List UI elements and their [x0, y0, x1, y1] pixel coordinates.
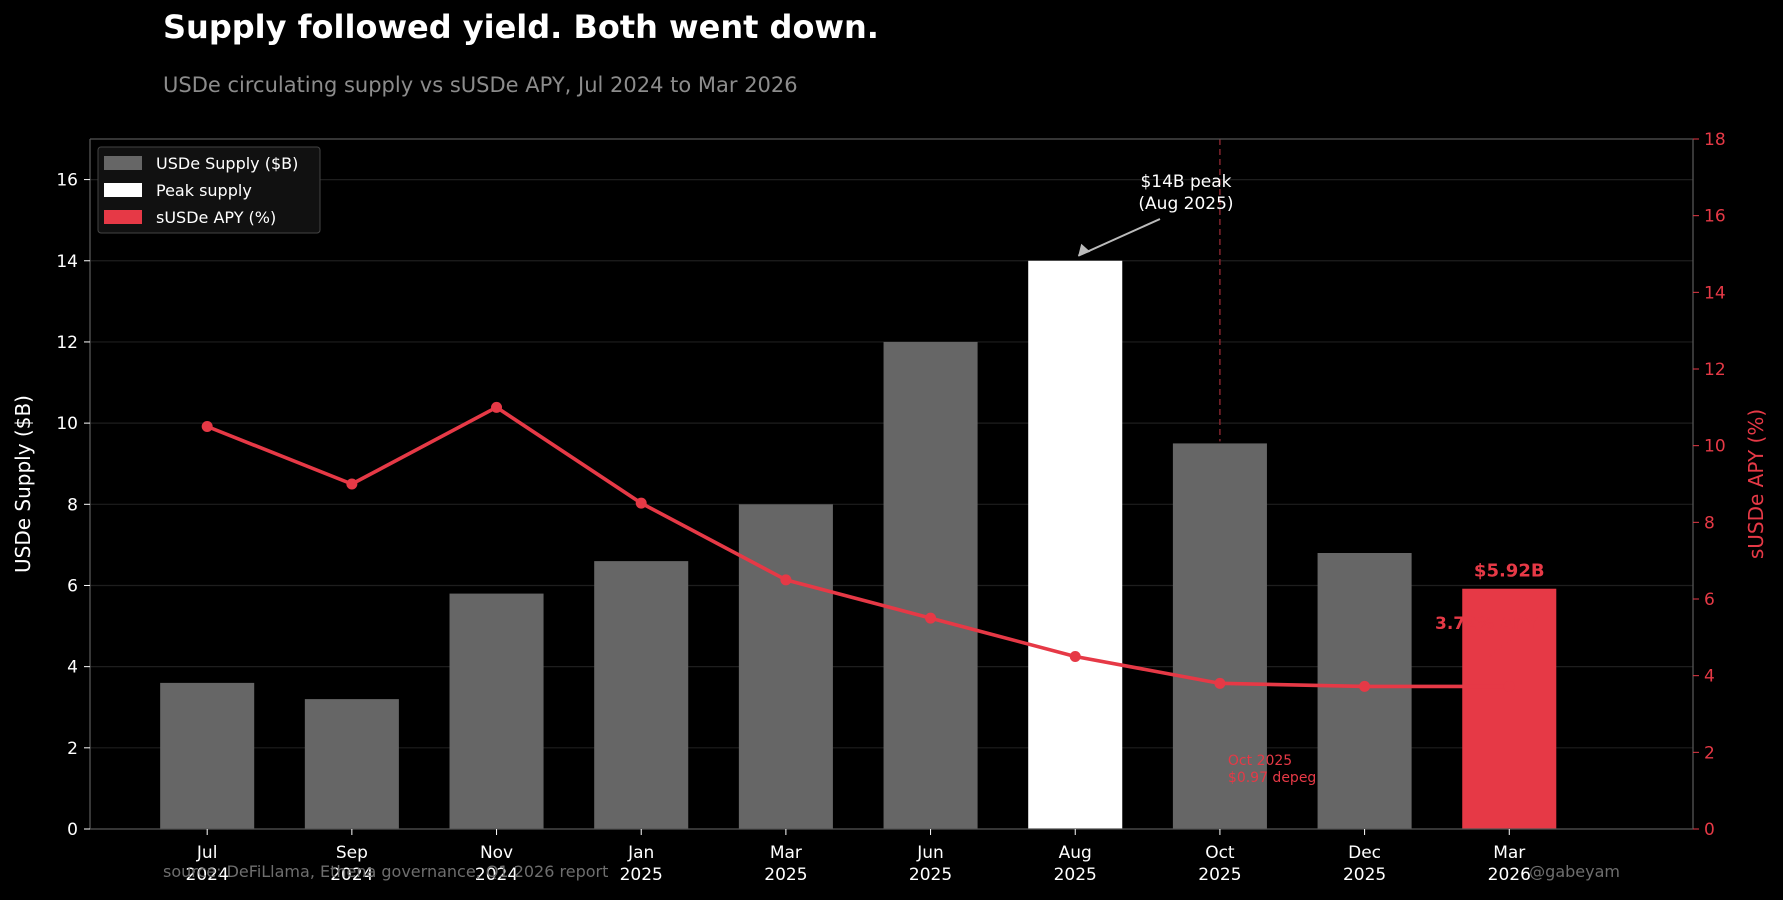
- y2-tick-label: 14: [1704, 283, 1726, 303]
- bar-9: [1462, 588, 1557, 829]
- apy-point-8: [1359, 680, 1371, 692]
- y-tick-label: 8: [67, 495, 78, 515]
- x-tick-label: Jun 2025: [909, 843, 952, 885]
- legend-box: [97, 146, 321, 234]
- apy-point-6: [1069, 651, 1081, 662]
- y2-tick-label: 2: [1704, 743, 1715, 763]
- y2-tick-label: 16: [1704, 207, 1726, 227]
- legend-label-2: sUSDe APY (%): [156, 208, 276, 227]
- peak-annotation-arrowhead: [1078, 243, 1091, 256]
- latest-apy-pointer: [1488, 639, 1511, 657]
- bar-7: [1172, 443, 1267, 829]
- y-tick-label: 16: [56, 171, 78, 191]
- apy-point-7: [1214, 677, 1226, 689]
- x-tick-label: Jan 2025: [620, 843, 663, 885]
- bar-5: [883, 341, 978, 829]
- chart-title: Supply followed yield. Both went down.: [163, 8, 879, 46]
- apy-point-5: [925, 612, 937, 624]
- y2-tick-label: 6: [1704, 590, 1715, 610]
- legend-label-0: USDe Supply ($B): [156, 154, 298, 173]
- latest-value-label: $5.92B: [1474, 561, 1545, 582]
- source-note: source: DeFiLlama, Ethena governance, Q1…: [163, 862, 609, 881]
- bar-3: [594, 561, 689, 829]
- y2-axis-label: sUSDe APY (%): [1744, 409, 1768, 559]
- depeg-annotation-line2: $0.97 depeg: [1228, 770, 1316, 786]
- legend-swatch-2: [104, 210, 142, 224]
- bar-1: [304, 699, 399, 829]
- y-tick-label: 12: [56, 333, 78, 353]
- y2-tick-label: 0: [1704, 820, 1715, 840]
- bar-6: [1028, 260, 1123, 829]
- y2-tick-label: 18: [1704, 130, 1726, 150]
- peak-annotation-arrow: [1077, 218, 1161, 257]
- legend-label-1: Peak supply: [156, 181, 252, 200]
- bar-0: [160, 682, 255, 829]
- apy-point-0: [201, 421, 213, 432]
- apy-line: [206, 405, 1510, 689]
- apy-point-1: [346, 478, 358, 490]
- x-tick-label: Mar 2026: [1488, 843, 1531, 885]
- y-tick-label: 0: [67, 820, 78, 840]
- y-tick-label: 10: [56, 414, 78, 434]
- x-tick-label: Jul 2024: [186, 843, 229, 885]
- y2-tick-label: 10: [1704, 437, 1726, 457]
- peak-annotation-line1: $14B peak: [1140, 172, 1231, 192]
- x-tick-label: Aug 2025: [1054, 843, 1097, 885]
- peak-annotation-line2: (Aug 2025): [1138, 194, 1233, 214]
- y-tick-label: 2: [67, 739, 78, 759]
- legend-swatch-0: [104, 156, 142, 170]
- legend-swatch-1: [104, 183, 142, 197]
- x-tick-label: Mar 2025: [764, 843, 807, 885]
- x-tick-label: Oct 2025: [1198, 843, 1241, 885]
- y2-tick-label: 12: [1704, 360, 1726, 380]
- y-tick-label: 4: [67, 658, 78, 678]
- y-tick-label: 14: [56, 252, 78, 272]
- latest-apy-label: 3.72% APY: [1435, 614, 1539, 634]
- bar-2: [449, 593, 544, 829]
- y-tick-label: 6: [67, 576, 78, 596]
- x-tick-label: Dec 2025: [1343, 843, 1386, 885]
- y2-tick-label: 4: [1704, 667, 1715, 687]
- apy-point-3: [635, 497, 647, 509]
- author-handle: @gabeyam: [1529, 862, 1620, 881]
- x-tick-label: Nov 2024: [475, 843, 518, 885]
- apy-point-9: [1503, 680, 1515, 692]
- y2-tick-label: 8: [1704, 513, 1715, 533]
- y-axis-label: USDe Supply ($B): [11, 395, 35, 573]
- x-tick-label: Sep 2024: [330, 843, 373, 885]
- chart-subtitle: USDe circulating supply vs sUSDe APY, Ju…: [163, 73, 798, 97]
- bar-4: [738, 504, 833, 829]
- apy-point-4: [780, 574, 792, 586]
- depeg-annotation-line1: Oct 2025: [1228, 753, 1292, 769]
- apy-point-2: [491, 401, 503, 413]
